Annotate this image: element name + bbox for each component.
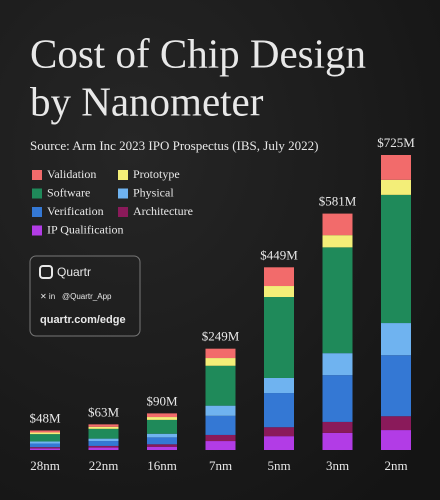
- total-label: $449M: [260, 247, 298, 262]
- bar-segment: [381, 323, 411, 356]
- brand-frame: [29, 255, 141, 337]
- bar-segment: [205, 358, 236, 366]
- legend-label: Architecture: [133, 204, 193, 218]
- bar-segment: [381, 155, 411, 180]
- bar-segment: [322, 421, 353, 433]
- brand-box: Quartr ✕ in @Quartr_App quartr.com/edge: [29, 255, 141, 337]
- bar-segment: [88, 428, 119, 439]
- legend-label: Prototype: [133, 167, 180, 181]
- chart-title: by Nanometer: [30, 78, 264, 124]
- bar-segment: [147, 413, 177, 418]
- bar-segment: [147, 446, 177, 450]
- bar-segment: [322, 432, 353, 450]
- legend-label: Verification: [47, 204, 104, 218]
- brand-name: Quartr: [57, 265, 91, 279]
- legend-swatch: [118, 207, 128, 217]
- x-tick-label: 2nm: [384, 458, 407, 473]
- legend-label: Software: [47, 185, 90, 199]
- bar-segment: [30, 447, 60, 449]
- bar-segment: [205, 434, 236, 442]
- bar-segment: [30, 434, 60, 442]
- bar-segment: [88, 438, 119, 442]
- legend-label: IP Qualification: [47, 222, 124, 236]
- bar-segment: [147, 437, 177, 445]
- bar-segment: [30, 432, 60, 435]
- legend-swatch: [32, 207, 42, 217]
- total-label: $63M: [88, 404, 120, 419]
- bar-segment: [30, 448, 60, 450]
- bar-segment: [147, 419, 177, 434]
- legend-swatch: [118, 188, 128, 199]
- total-label: $90M: [146, 393, 178, 408]
- bar-segment: [322, 235, 353, 248]
- bar-segment: [381, 355, 411, 417]
- bar-segment: [381, 416, 411, 431]
- bar-segment: [322, 213, 353, 236]
- bar-segment: [147, 444, 177, 447]
- legend-swatch: [32, 188, 42, 199]
- bar-segment: [147, 417, 177, 420]
- bar-segment: [88, 424, 119, 427]
- total-label: $725M: [377, 135, 415, 150]
- chart-title: Cost of Chip Design: [30, 30, 366, 76]
- legend-label: Physical: [133, 185, 174, 199]
- bar-segment: [381, 430, 411, 450]
- bar-segment: [322, 375, 353, 422]
- bar-segment: [264, 377, 294, 394]
- legend-swatch: [118, 170, 128, 180]
- bar-segment: [264, 427, 294, 437]
- bar-segment: [264, 286, 294, 298]
- bar-segment: [88, 445, 119, 448]
- total-label: $249M: [202, 329, 240, 344]
- legend-swatch: [32, 170, 42, 180]
- bar-segment: [205, 415, 236, 435]
- x-tick-label: 16nm: [147, 458, 177, 473]
- x-tick-label: 22nm: [89, 458, 119, 473]
- bar-segment: [205, 365, 236, 406]
- chart-subtitle: Source: Arm Inc 2023 IPO Prospectus (IBS…: [30, 138, 319, 153]
- bar-segment: [381, 194, 411, 324]
- bar-segment: [88, 441, 119, 446]
- bar-segment: [147, 433, 177, 438]
- total-label: $581M: [319, 194, 357, 209]
- bar-segment: [322, 353, 353, 376]
- bar-segment: [264, 297, 294, 378]
- bar-segment: [322, 247, 353, 354]
- total-label: $48M: [29, 410, 61, 425]
- legend-swatch: [32, 225, 42, 236]
- x-tick-label: 5nm: [267, 458, 290, 473]
- bar-segment: [205, 441, 236, 450]
- social-icons: ✕ in: [40, 292, 55, 301]
- bar-segment: [30, 430, 60, 433]
- bar-segment: [205, 348, 236, 359]
- brand-handle: @Quartr_App: [62, 292, 112, 301]
- legend-label: Validation: [47, 167, 96, 181]
- x-tick-label: 3nm: [326, 458, 349, 473]
- bar-segment: [381, 179, 411, 195]
- x-tick-label: 7nm: [209, 458, 232, 473]
- bar-segment: [264, 267, 294, 287]
- bar-segment: [88, 426, 119, 429]
- bar-segment: [205, 405, 236, 416]
- brand-logo: [39, 265, 53, 279]
- bar-segment: [30, 441, 60, 444]
- x-tick-label: 28nm: [30, 458, 60, 473]
- brand-url: quartr.com/edge: [40, 314, 126, 326]
- bar-segment: [264, 436, 294, 450]
- bar-segment: [264, 393, 294, 428]
- bar-segment: [88, 447, 119, 450]
- bar-segment: [30, 443, 60, 448]
